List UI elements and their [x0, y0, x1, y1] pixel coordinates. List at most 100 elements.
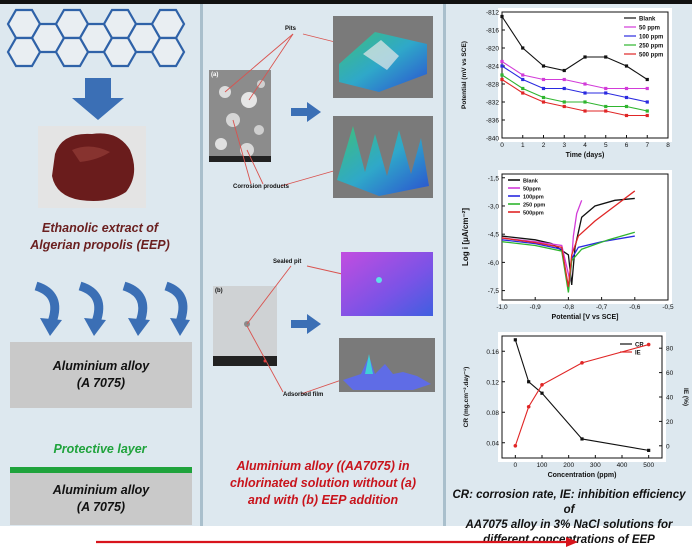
y2-tick-label: 40 [666, 395, 674, 402]
y-tick-label: -832 [486, 100, 499, 107]
y-tick-label: 0.04 [486, 440, 499, 447]
data-point [541, 77, 546, 82]
data-point [624, 104, 629, 109]
data-point [580, 361, 584, 365]
x-tick-label: 1 [521, 142, 525, 149]
x-tick-label: 500 [643, 462, 654, 469]
surface-3d-sealed-pit [341, 252, 433, 316]
y-tick-label: -816 [486, 28, 499, 35]
alloy-box1-line2: (A 7075) [76, 376, 126, 390]
y-tick-label: -4,5 [488, 232, 500, 239]
x-tick-label: 300 [590, 462, 601, 469]
data-point [604, 109, 608, 113]
y2-axis-label: IE (%) [682, 388, 689, 406]
data-point [624, 113, 629, 118]
plot-background [498, 170, 672, 304]
sem-image-a [209, 70, 271, 162]
y-tick-label: 0.08 [486, 410, 499, 417]
y2-tick-label: 60 [666, 370, 674, 377]
data-point [645, 86, 649, 91]
right-panel: 0 1 2 3 4 5 6 7 8 -812 -816 -820 -824 -828 -832 -836 -84… [446, 4, 692, 546]
alloy-box2-line1: Aluminium alloy [52, 483, 150, 497]
extract-caption-line2: Algerian propolis (EEP) [30, 238, 170, 252]
x-tick-label: 3 [562, 142, 566, 149]
right-caption: CR: corrosion rate, IE: inhibition effic… [446, 488, 692, 548]
y2-tick-label: 80 [666, 346, 674, 353]
x-tick-label: -0,9 [530, 304, 542, 311]
legend-label: 500 ppm [639, 53, 663, 59]
honeycomb-icon [6, 8, 186, 68]
bottom-arrow-head [566, 537, 578, 547]
divider-left [200, 4, 203, 526]
data-point [580, 437, 584, 441]
x-tick-label: 4 [583, 142, 587, 149]
protective-layer-bar [10, 467, 192, 473]
x-axis-label: Time (days) [566, 152, 605, 159]
data-point [624, 64, 629, 68]
middle-caption-line1: Aluminium alloy ((AA7075) in [236, 459, 410, 473]
legend-label: 500ppm [523, 211, 544, 217]
y-tick-label: -1,5 [488, 175, 500, 182]
x-axis-label: Concentration (ppm) [548, 472, 617, 479]
right-caption-line2: AA7075 alloy in 3% NaCl solutions for [465, 519, 673, 531]
top-border [0, 0, 692, 4]
data-point [583, 91, 587, 95]
x-tick-label: 0 [500, 142, 504, 149]
data-point [500, 59, 504, 64]
label-corrosion-products: Corrosion products [233, 184, 290, 190]
label-sealed-pit: Sealed pit [273, 259, 302, 265]
x-tick-label: 100 [537, 462, 548, 469]
x-tick-label: 8 [666, 142, 670, 149]
data-point [604, 86, 608, 91]
x-axis-label: Potential [V vs SCE] [552, 314, 619, 321]
leader-lines-a [224, 33, 338, 187]
x-tick-label: -0,7 [596, 304, 608, 311]
data-point [604, 55, 608, 59]
middle-panel-graphics [209, 16, 435, 395]
series-line [501, 74, 648, 112]
curved-arrows-icon [34, 281, 188, 324]
data-point [500, 77, 504, 82]
sem-image-b [213, 286, 277, 366]
x-tick-label: -0,5 [662, 304, 674, 311]
legend-label: 250 ppm [639, 44, 663, 50]
label-b: (b) [215, 288, 223, 294]
data-point [645, 109, 649, 113]
legend-label: 100 ppm [639, 35, 663, 41]
x-tick-label: 5 [604, 142, 608, 149]
data-point [540, 383, 544, 387]
series-line [501, 65, 648, 103]
data-point [583, 82, 587, 86]
y-tick-label: 0.16 [486, 349, 499, 356]
data-point [521, 73, 525, 77]
data-point [562, 68, 566, 73]
plot-background [498, 8, 672, 142]
y2-tick-label: 20 [666, 419, 674, 426]
plot-background [498, 332, 666, 462]
legend-label: Blank [639, 17, 656, 23]
y-tick-label: -812 [486, 10, 499, 17]
legend-label: CR [635, 343, 644, 349]
chart-polarization: -1,0 -0,9 -0,8 -0,7 -0,6 -0,5 -1,5 -3,0 -4,5 -6,0… [461, 170, 674, 321]
legend-label: 100ppm [523, 195, 544, 201]
data-point [527, 380, 531, 384]
data-point [645, 100, 649, 104]
data-point [521, 86, 525, 91]
bottom-arrow [96, 537, 578, 547]
x-tick-label: -1,0 [496, 304, 508, 311]
series-line [501, 197, 635, 286]
x-tick-label: 2 [542, 142, 546, 149]
middle-caption: Aluminium alloy ((AA7075) in chlorinated… [203, 458, 443, 509]
data-point [513, 444, 518, 448]
alloy-box-coated: Aluminium alloy (A 7075) [10, 473, 192, 525]
surface-3d-corrosion [333, 116, 433, 198]
chart-potential-time: 0 1 2 3 4 5 6 7 8 -812 -816 -820 -824 -828 -832 -836 -84… [461, 8, 672, 159]
data-point [513, 338, 517, 342]
x-tick-label: 6 [625, 142, 629, 149]
series-line [501, 190, 636, 287]
data-point [562, 77, 566, 82]
y-tick-label: -7,5 [488, 288, 500, 295]
extract-caption: Ethanolic extract of Algerian propolis (… [0, 220, 200, 254]
arrow-right-a [291, 102, 321, 122]
data-point [540, 391, 544, 395]
